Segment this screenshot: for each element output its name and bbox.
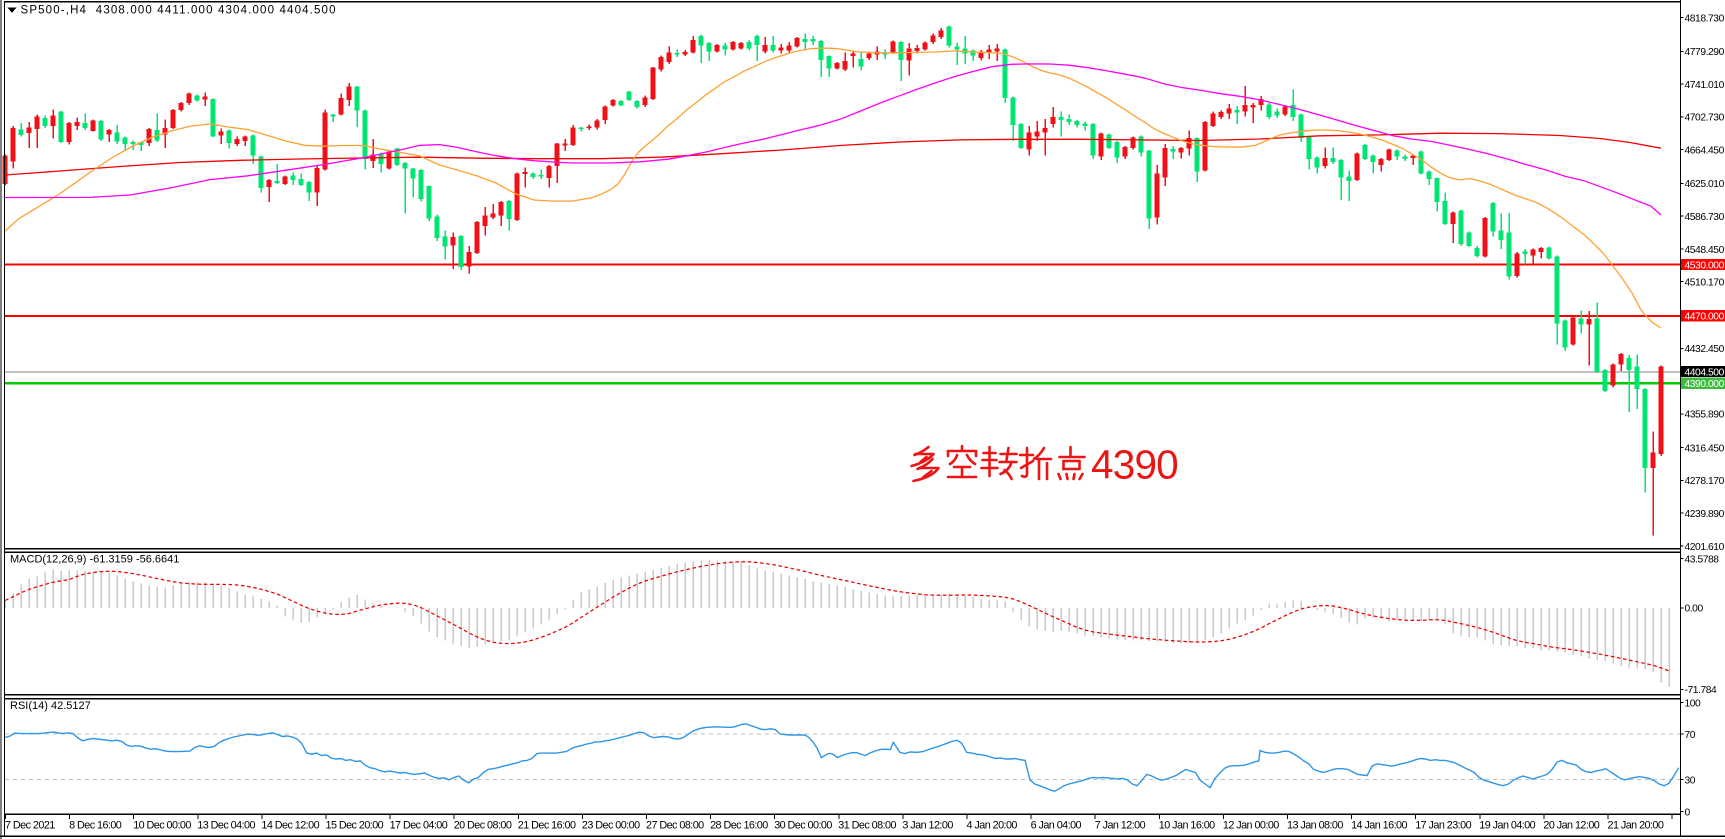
svg-text:-71.784: -71.784 xyxy=(1685,685,1717,696)
svg-text:4530.000: 4530.000 xyxy=(1685,260,1725,271)
svg-text:70: 70 xyxy=(1685,730,1696,741)
svg-text:0: 0 xyxy=(1685,807,1691,818)
svg-text:4510.170: 4510.170 xyxy=(1685,278,1725,289)
svg-text:20 Dec 08:00: 20 Dec 08:00 xyxy=(454,820,512,832)
svg-text:14 Jan 16:00: 14 Jan 16:00 xyxy=(1351,820,1407,832)
svg-text:4741.010: 4741.010 xyxy=(1685,80,1725,91)
svg-text:4239.890: 4239.890 xyxy=(1685,509,1725,520)
svg-text:MACD(12,26,9) -61.3159 -56.664: MACD(12,26,9) -61.3159 -56.6641 xyxy=(10,554,179,566)
svg-text:28 Dec 16:00: 28 Dec 16:00 xyxy=(710,820,768,832)
svg-text:17 Dec 04:00: 17 Dec 04:00 xyxy=(390,820,448,832)
svg-text:20 Jan 12:00: 20 Jan 12:00 xyxy=(1543,820,1599,832)
svg-text:SP500-,H4 4308.000 4411.000 4: SP500-,H4 4308.000 4411.000 4304.000 440… xyxy=(21,5,337,17)
svg-text:4664.450: 4664.450 xyxy=(1685,145,1725,156)
svg-text:4432.450: 4432.450 xyxy=(1685,344,1725,355)
svg-text:4201.610: 4201.610 xyxy=(1685,542,1725,553)
svg-text:4625.010: 4625.010 xyxy=(1685,179,1725,190)
svg-text:3 Jan 12:00: 3 Jan 12:00 xyxy=(902,820,953,832)
svg-text:13 Jan 08:00: 13 Jan 08:00 xyxy=(1287,820,1343,832)
svg-text:27 Dec 08:00: 27 Dec 08:00 xyxy=(646,820,704,832)
svg-text:21 Jan 20:00: 21 Jan 20:00 xyxy=(1608,820,1664,832)
svg-text:4779.290: 4779.290 xyxy=(1685,47,1725,58)
svg-text:8 Dec 16:00: 8 Dec 16:00 xyxy=(69,820,122,832)
svg-text:30 Dec 00:00: 30 Dec 00:00 xyxy=(774,820,832,832)
svg-text:RSI(14) 42.5127: RSI(14) 42.5127 xyxy=(10,700,91,712)
svg-text:43.5788: 43.5788 xyxy=(1685,554,1720,565)
svg-text:4355.890: 4355.890 xyxy=(1685,410,1725,421)
svg-text:4278.170: 4278.170 xyxy=(1685,476,1725,487)
svg-text:4390: 4390 xyxy=(1091,442,1178,488)
svg-text:13 Dec 04:00: 13 Dec 04:00 xyxy=(197,820,255,832)
svg-text:19 Jan 04:00: 19 Jan 04:00 xyxy=(1479,820,1535,832)
svg-text:31 Dec 08:00: 31 Dec 08:00 xyxy=(838,820,896,832)
svg-text:10 Dec 00:00: 10 Dec 00:00 xyxy=(133,820,191,832)
svg-text:14 Dec 12:00: 14 Dec 12:00 xyxy=(261,820,319,832)
svg-text:21 Dec 16:00: 21 Dec 16:00 xyxy=(518,820,576,832)
svg-text:4404.500: 4404.500 xyxy=(1685,367,1725,378)
svg-text:17 Jan 23:00: 17 Jan 23:00 xyxy=(1415,820,1471,832)
svg-text:4470.000: 4470.000 xyxy=(1685,312,1725,323)
svg-text:30: 30 xyxy=(1685,775,1696,786)
svg-text:4 Jan 20:00: 4 Jan 20:00 xyxy=(967,820,1018,832)
svg-text:10 Jan 16:00: 10 Jan 16:00 xyxy=(1159,820,1215,832)
svg-text:12 Jan 00:00: 12 Jan 00:00 xyxy=(1223,820,1279,832)
svg-text:0.00: 0.00 xyxy=(1685,604,1704,615)
svg-text:4818.730: 4818.730 xyxy=(1685,13,1725,24)
svg-text:4702.730: 4702.730 xyxy=(1685,113,1725,124)
svg-text:7 Jan 12:00: 7 Jan 12:00 xyxy=(1095,820,1146,832)
svg-text:100: 100 xyxy=(1685,698,1702,709)
svg-text:4548.450: 4548.450 xyxy=(1685,245,1725,256)
svg-text:4316.450: 4316.450 xyxy=(1685,444,1725,455)
svg-text:4586.730: 4586.730 xyxy=(1685,212,1725,223)
svg-text:7 Dec 2021: 7 Dec 2021 xyxy=(5,820,55,832)
svg-text:15 Dec 20:00: 15 Dec 20:00 xyxy=(326,820,384,832)
svg-text:4390.000: 4390.000 xyxy=(1685,379,1725,390)
svg-text:23 Dec 00:00: 23 Dec 00:00 xyxy=(582,820,640,832)
svg-text:6 Jan 04:00: 6 Jan 04:00 xyxy=(1031,820,1082,832)
